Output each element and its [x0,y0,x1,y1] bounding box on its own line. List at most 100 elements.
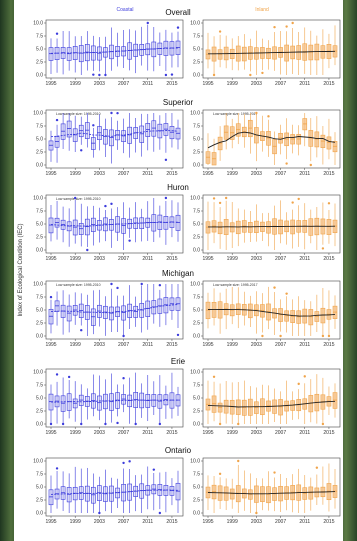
x-tick-label: 1999 [227,430,238,436]
outlier-point [321,247,325,250]
sample-size-note: Low sample size: 1995-2017 [213,112,258,116]
outlier-point [170,73,174,76]
y-tick-label: 7.5 [193,472,200,478]
panel-coastal: 0.0 2.5 5.0 7.5 10.0 1995 1999 2003 2007 2011 2015… [33,280,184,348]
box [84,218,90,236]
box [326,219,332,235]
outlier-point [55,32,59,35]
panel-coastal: 0.0 2.5 5.0 7.5 10.0 1995 1999 2003 2007 2011 2015… [33,194,184,262]
y-tick-label: 0.0 [36,422,43,428]
y-tick-label: 2.5 [36,235,43,241]
box [78,45,84,63]
y-tick-label: 10.0 [33,111,43,117]
y-tick-label: 7.5 [36,383,43,389]
plot-frame [45,109,184,169]
plot-frame [45,368,184,428]
region-michigan: Michigan 0.0 2.5 5.0 7.5 10.0 1995 1999 2003 2007… [33,269,341,348]
y-tick-label: 10.0 [190,21,200,27]
outlier-point [212,375,216,379]
outlier-point [291,201,294,204]
outlier-point [261,334,264,338]
sample-size-note: Low sample size: 1995-2010 [56,197,101,201]
y-tick-label: 0.0 [36,511,43,517]
figure-svg: Index of Ecological Condition (IEC) Coas… [18,7,341,525]
x-tick-label: 1995 [202,81,213,87]
outlier-point [67,375,71,379]
x-tick-label: 2011 [142,342,153,348]
panel-inland: 0.0 2.5 5.0 7.5 10.0 1995 1999 2003 2007 2011 2015… [190,109,341,177]
outlier-point [303,375,306,378]
outlier-point [315,466,319,469]
outlier-point [116,286,119,290]
x-tick-label: 2015 [166,256,177,262]
outlier-point [273,471,276,474]
outlier-point [98,73,101,77]
x-tick-label: 2003 [251,171,262,177]
trend-line [207,309,336,317]
sample-size-note: Low sample size: 1995-2010 [56,112,101,116]
y-tick-label: 5.0 [36,308,43,314]
box [66,120,72,138]
x-tick-label: 2011 [299,171,310,177]
box [127,42,132,60]
x-tick-label: 2015 [323,171,334,177]
box [60,395,66,412]
trend-line [50,304,179,314]
x-tick-label: 2015 [323,81,334,87]
x-tick-label: 2015 [166,81,177,87]
box [266,486,271,504]
y-tick-label: 10.0 [190,111,200,117]
y-tick-label: 5.0 [36,396,43,402]
y-tick-label: 0.0 [36,163,43,169]
y-tick-label: 0.0 [193,163,200,169]
outlier-point [164,73,168,77]
outlier-point [218,422,222,426]
x-tick-label: 2003 [94,256,105,262]
outlier-point [49,295,53,299]
outlier-point [122,334,125,338]
outlier-point [158,284,162,287]
x-tick-label: 2003 [251,81,262,87]
region-title: Huron [167,183,189,192]
outlier-point [164,196,168,200]
x-tick-label: 2015 [166,171,177,177]
x-tick-label: 2003 [251,256,262,262]
x-tick-label: 2007 [275,342,286,348]
x-tick-label: 2003 [94,430,105,436]
y-tick-label: 2.5 [193,150,200,156]
outlier-point [321,422,325,426]
panel-inland: 0.0 2.5 5.0 7.5 10.0 1995 1999 2003 2007 2011 2015 [190,368,341,436]
x-tick-label: 2007 [275,256,286,262]
region-erie: Erie 0.0 2.5 5.0 7.5 10.0 1995 1999 2003 2007 2011… [33,357,341,436]
y-tick-label: 5.0 [193,47,200,53]
outlier-point [55,467,59,470]
y-tick-label: 10.0 [190,282,200,288]
outlier-point [267,115,270,118]
plot-frame [45,194,184,254]
figure-panel: Index of Ecological Condition (IEC) Coas… [14,0,343,541]
series-label-coastal: Coastal [117,7,134,13]
y-tick-label: 0.0 [36,334,43,340]
y-tick-label: 5.0 [36,222,43,228]
x-tick-label: 2011 [299,342,310,348]
outlier-point [98,511,101,515]
y-tick-label: 10.0 [33,282,43,288]
region-huron: Huron 0.0 2.5 5.0 7.5 10.0 1995 1999 2003 2007 201… [33,183,341,262]
outlier-point [291,21,294,25]
y-tick-label: 5.0 [193,222,200,228]
outlier-point [212,73,216,77]
y-tick-label: 5.0 [193,308,200,314]
plot-frame [202,19,341,79]
y-axis-label: Index of Ecological Condition (IEC) [18,223,24,316]
region-ontario: Ontario 0.0 2.5 5.0 7.5 10.0 1995 1999 2003 2007 2… [33,446,341,525]
x-tick-label: 2011 [299,430,310,436]
sample-size-note: Low sample size: 1995-2017 [213,283,258,287]
outlier-point [255,511,258,515]
x-tick-label: 2015 [166,519,177,525]
plot-frame [202,194,341,254]
outlier-point [80,328,83,332]
outlier-point [158,422,162,426]
x-tick-label: 1999 [227,519,238,525]
outlier-point [122,461,125,465]
series-label-inland: Inland [255,7,269,13]
